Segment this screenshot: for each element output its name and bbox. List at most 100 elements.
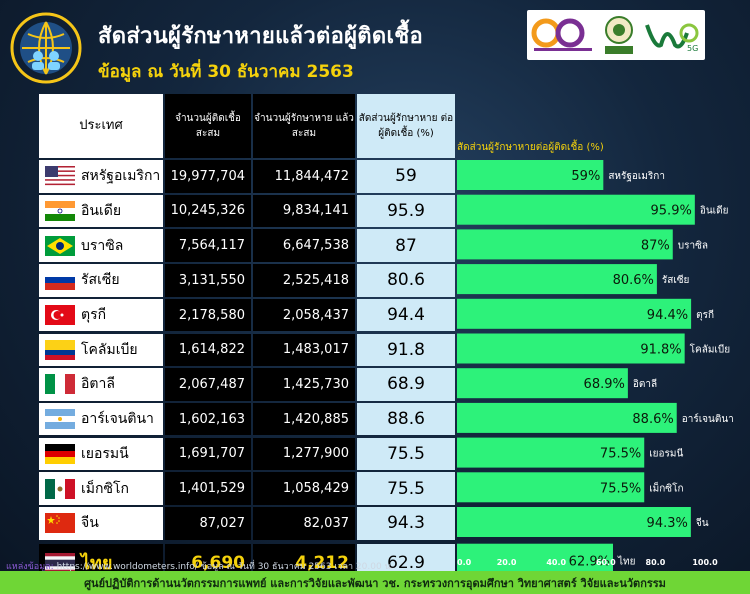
rate-cell: 94.4: [357, 298, 455, 332]
bar-category-label: ตุรกี: [696, 309, 714, 321]
x-tick-label: 80.0: [646, 558, 666, 567]
bar-category-label: สหรัฐอเมริกา: [608, 171, 665, 182]
infected-cell: 87,027: [165, 507, 251, 540]
bar: [457, 437, 645, 468]
recovered-cell: 1,277,900: [253, 437, 355, 471]
x-tick-label: 20.0: [497, 558, 517, 567]
bar-value-label: 75.5%: [600, 481, 641, 496]
source-text: https://www.worldometers.info/ ข้อมูล ณ …: [56, 562, 394, 572]
bar-category-label: บราซิล: [678, 240, 708, 251]
recovered-cell: 1,420,885: [253, 402, 355, 436]
rate-cell: 94.3: [357, 507, 455, 540]
bar: [457, 472, 645, 503]
country-name: โคลัมเบีย: [81, 341, 138, 358]
infected-cell: 1,614,822: [165, 333, 251, 366]
italy-flag: [45, 374, 75, 395]
country-name: เยอรมนี: [81, 445, 129, 462]
footer-bar: ศูนย์ปฏิบัติการด้านนวัตกรรมการแพทย์ และก…: [0, 571, 750, 594]
page-subtitle: ข้อมูล ณ วันที่ 30 ธันวาคม 2563: [98, 62, 354, 82]
bar-category-label: จีน: [696, 517, 709, 529]
infected-cell: 1,401,529: [165, 472, 251, 505]
country-name: ไทย: [81, 553, 113, 575]
bar-value-label: 95.9%: [651, 204, 692, 219]
bar-value-label: 62.9%: [569, 555, 610, 570]
infected-cell: 10,245,326: [165, 194, 251, 228]
globe-people-icon: [10, 12, 82, 84]
country-cell: จีน: [39, 507, 163, 540]
infected-cell: 1,602,163: [165, 402, 251, 436]
recovered-cell: 1,425,730: [253, 368, 355, 401]
footer-text: ศูนย์ปฏิบัติการด้านนวัตกรรมการแพทย์ และก…: [84, 576, 666, 590]
infected-cell: 3,131,550: [165, 264, 251, 297]
table-row: เยอรมนี 1,691,707 1,277,900 75.5: [39, 437, 455, 471]
table-row: โคลัมเบีย 1,614,822 1,483,017 91.8: [39, 333, 455, 366]
country-cell: รัสเซีย: [39, 264, 163, 297]
bar-value-label: 94.4%: [647, 308, 688, 323]
bar-value-label: 94.3%: [647, 516, 688, 531]
bar-category-label: อิตาลี: [633, 378, 657, 390]
recovered-cell: 2,058,437: [253, 298, 355, 332]
mexico-flag: [45, 478, 75, 499]
table-header: ประเทศ จำนวนผู้ติดเชื้อ สะสม จำนวนผู้รัก…: [39, 94, 455, 158]
infected-cell: 2,178,580: [165, 298, 251, 332]
bar: [457, 264, 657, 295]
bar-value-label: 88.6%: [632, 412, 673, 427]
nrct-5g-logo: 5G: [639, 13, 703, 57]
country-cell: โคลัมเบีย: [39, 333, 163, 366]
source-label: แหล่งข้อมูล:: [6, 562, 54, 572]
infected-cell: 19,977,704: [165, 160, 251, 193]
table-row: อินเดีย 10,245,326 9,834,141 95.9: [39, 194, 455, 228]
recovered-cell: 2,525,418: [253, 264, 355, 297]
bar-value-label: 80.6%: [613, 273, 654, 288]
x-tick-label: 60.0: [596, 558, 616, 567]
recovery-rate-bar-chart: 59% สหรัฐอเมริกา 95.9% อินเดีย 87% บราซิล 80.6…: [457, 160, 734, 578]
country-cell: เม็กซิโก: [39, 472, 163, 505]
russia-flag: [45, 270, 75, 291]
table-row: บราซิล 7,564,117 6,647,538 87: [39, 229, 455, 262]
table-row: อาร์เจนตินา 1,602,163 1,420,885 88.6: [39, 402, 455, 436]
infected-cell: 7,564,117: [165, 229, 251, 262]
nrct-emblem-icon: [605, 16, 633, 54]
bar-value-label: 68.9%: [584, 377, 625, 392]
rate-cell: 87: [357, 229, 455, 262]
country-name: จีน: [81, 515, 99, 532]
bar: [457, 298, 692, 329]
country-cell: อิตาลี: [39, 368, 163, 401]
bar-category-label: เยอรมนี: [649, 448, 683, 460]
bar-value-label: 91.8%: [640, 343, 681, 358]
bar-value-label: 75.5%: [600, 447, 641, 462]
infected-cell: 2,067,487: [165, 368, 251, 401]
thailand-flag: [45, 552, 75, 573]
country-cell: อาร์เจนตินา: [39, 402, 163, 436]
page-title: สัดส่วนผู้รักษาหายแล้วต่อผู้ติดเชื้อ: [98, 24, 424, 49]
brazil-flag: [45, 235, 75, 256]
bar-category-label: อินเดีย: [700, 205, 729, 217]
country-name: เม็กซิโก: [81, 480, 129, 497]
svg-text:5G: 5G: [687, 44, 698, 53]
recovered-cell: 9,834,141: [253, 194, 355, 228]
bar-category-label: ไทย: [617, 556, 635, 568]
rate-cell: 59: [357, 160, 455, 193]
country-cell: ตุรกี: [39, 298, 163, 332]
table-row: เม็กซิโก 1,401,529 1,058,429 75.5: [39, 472, 455, 505]
recovered-cell: 1,058,429: [253, 472, 355, 505]
rate-cell: 75.5: [357, 437, 455, 471]
country-name: ตุรกี: [81, 307, 107, 324]
bar: [457, 402, 677, 433]
nrct-logo: [599, 13, 639, 57]
bar-value-label: 87%: [641, 238, 670, 253]
partner-logos: 5G: [527, 10, 705, 60]
recovered-cell: 82,037: [253, 507, 355, 540]
rate-cell: 75.5: [357, 472, 455, 505]
bar: [457, 507, 691, 537]
country-name: สหรัฐอเมริกา: [81, 168, 161, 185]
chart-title: สัดส่วนผู้รักษาหายต่อผู้ติดเชื้อ (%): [457, 142, 604, 153]
table-row: อิตาลี 2,067,487 1,425,730 68.9: [39, 368, 455, 401]
bar: [457, 194, 695, 225]
header-rate: สัดส่วนผู้รักษาหาย ต่อผู้ติดเชื้อ (%): [357, 94, 455, 158]
bar: [457, 333, 685, 364]
source-note: แหล่งข้อมูล: https://www.worldometers.in…: [6, 559, 394, 573]
x-tick-label: 0.0: [457, 558, 472, 567]
header-country: ประเทศ: [39, 94, 163, 158]
rate-cell: 88.6: [357, 402, 455, 436]
